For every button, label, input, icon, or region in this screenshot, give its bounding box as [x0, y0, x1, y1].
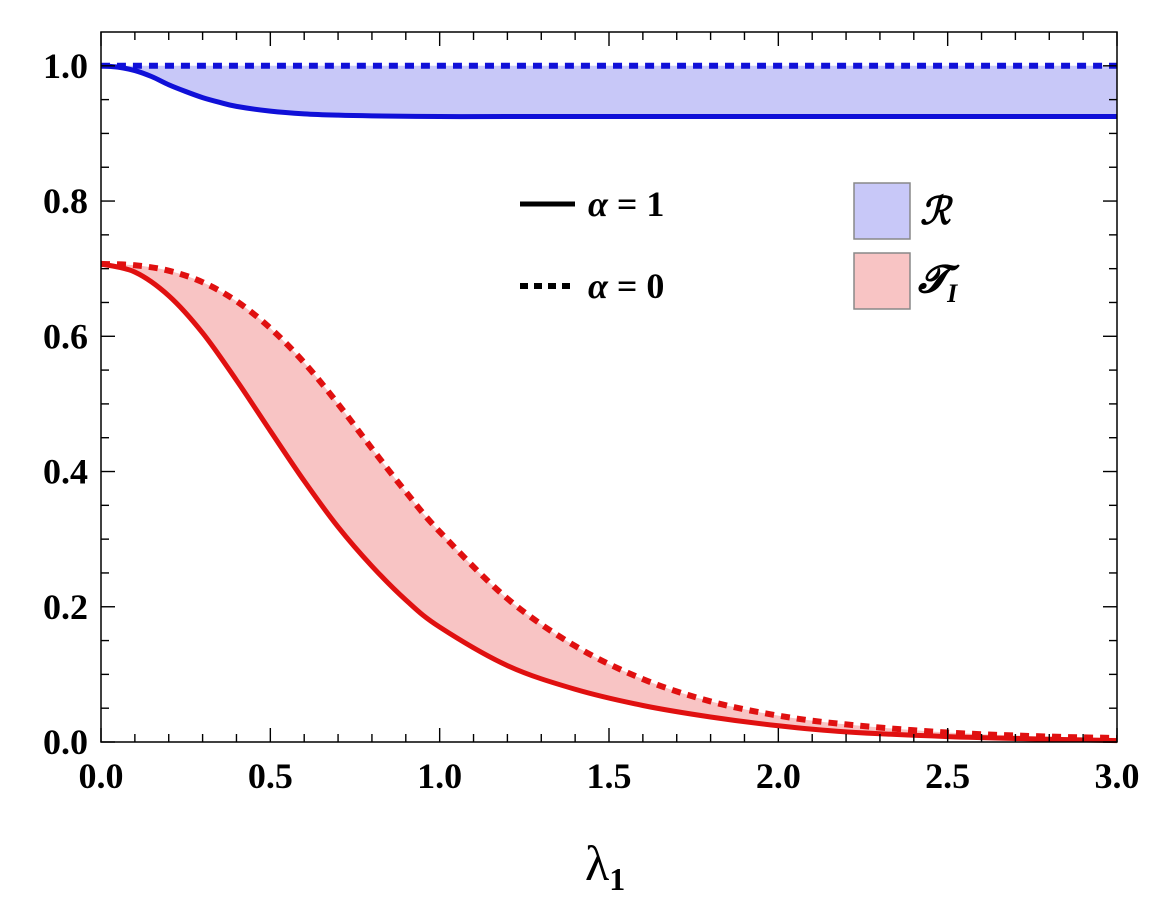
legend-dotted-label: α = 0: [588, 266, 664, 306]
legend-item-R: ℛ: [853, 182, 954, 240]
legend-item-solid: α = 1: [520, 184, 664, 224]
x-tick-label: 1.5: [587, 756, 632, 796]
legend-item-dotted: α = 0: [520, 266, 664, 306]
y-tick-label: 1.0: [43, 46, 88, 86]
legend: α = 1 α = 0 ℛ 𝓣I: [520, 182, 960, 310]
x-tick-label: 2.5: [925, 756, 970, 796]
legend-TI-swatch: [853, 252, 911, 310]
x-axis-title-subscript: 1: [609, 861, 625, 897]
curves-layer: [100, 62, 1118, 744]
y-tick-label: 0.2: [43, 587, 88, 627]
series-line-blue-solid: [100, 63, 1117, 120]
x-tick-label: 0.5: [248, 756, 293, 796]
legend-solid-value: = 1: [608, 184, 665, 224]
x-tick-label: 0.0: [79, 756, 124, 796]
series-line-red-solid: [100, 261, 1118, 744]
bands-layer: [101, 65, 1117, 741]
y-tick-label: 0.6: [43, 316, 88, 356]
x-tick-label: 1.0: [417, 756, 462, 796]
legend-dotted-value: = 0: [608, 266, 665, 306]
y-tick-label: 0.0: [43, 722, 88, 762]
legend-solid-label: α = 1: [588, 184, 664, 224]
legend-TI-label: 𝓣I: [918, 256, 960, 308]
x-axis-title-symbol: λ: [585, 835, 609, 891]
band-TI: [101, 263, 1117, 741]
legend-TI-subscript: I: [946, 279, 958, 308]
ticks-layer: [100, 32, 1118, 743]
legend-R-label: ℛ: [920, 188, 954, 233]
y-tick-label: 0.8: [43, 181, 88, 221]
legend-solid-alpha: α: [588, 184, 609, 224]
legend-item-TI: 𝓣I: [853, 252, 960, 310]
series-line-red-dotted: [100, 260, 1118, 741]
x-tick-label: 3.0: [1095, 756, 1140, 796]
legend-dotted-alpha: α: [588, 266, 609, 306]
x-axis-title: λ1: [585, 835, 625, 897]
y-tick-labels: 0.0 0.2 0.4 0.6 0.8 1.0: [43, 46, 88, 762]
band-R: [101, 65, 1117, 117]
legend-R-swatch: [853, 182, 911, 240]
x-tick-label: 2.0: [756, 756, 801, 796]
x-tick-labels: 0.0 0.5 1.0 1.5 2.0 2.5 3.0: [79, 756, 1140, 796]
y-tick-label: 0.4: [43, 452, 88, 492]
